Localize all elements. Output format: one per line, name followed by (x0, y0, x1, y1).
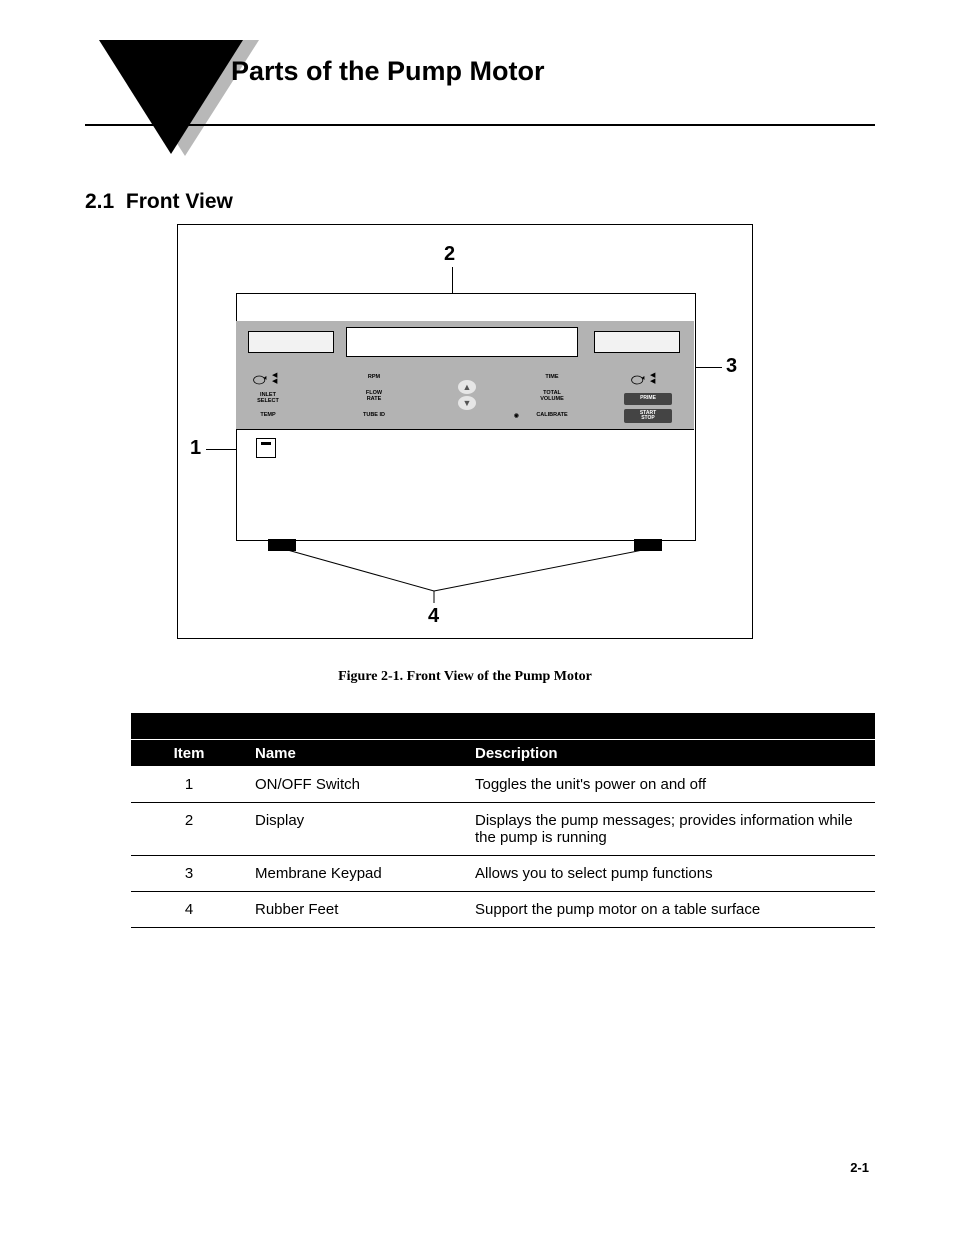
down-button-icon: ▼ (458, 396, 476, 410)
callout-1: 1 (190, 437, 201, 460)
up-down-buttons: ▲ ▼ (458, 378, 478, 412)
panel-display-right (594, 331, 680, 353)
figure: 2 3 1 4 (177, 224, 869, 685)
col-name: Name (247, 740, 467, 767)
left-arrow-indicator-icon: ◀◀ (272, 373, 277, 385)
col-description: Description (467, 740, 875, 767)
callout-4: 4 (428, 605, 439, 628)
parts-table-title (131, 713, 875, 740)
key-temp: TEMP (248, 413, 288, 419)
key-prime: PRIME (624, 393, 672, 405)
rubber-foot-right (634, 539, 662, 551)
section-number: 2.1 (85, 190, 114, 213)
key-start-stop: START STOP (624, 409, 672, 423)
pump-diagram: ◀◀ ◀◀ INLET SELECT TEMP RPM FLOW RATE TU… (236, 293, 694, 551)
table-row: 1 ON/OFF Switch Toggles the unit's power… (131, 767, 875, 803)
cell-item: 2 (131, 803, 247, 856)
on-off-switch-icon (256, 438, 276, 458)
table-row: 2 Display Displays the pump messages; pr… (131, 803, 875, 856)
up-button-icon: ▲ (458, 380, 476, 394)
panel-display-left (248, 331, 334, 353)
callout-3: 3 (726, 355, 737, 378)
page-title: Parts of the Pump Motor (231, 56, 545, 87)
key-total-volume: TOTAL VOLUME (528, 391, 576, 403)
rotation-left-icon (252, 373, 268, 385)
rotation-right-icon (630, 373, 646, 385)
cell-description: Support the pump motor on a table surfac… (467, 892, 875, 928)
key-tube-id: TUBE ID (354, 413, 394, 419)
callout-4-lines (238, 547, 692, 603)
page-number: 2-1 (850, 1160, 869, 1175)
header-triangle-icon (99, 40, 243, 154)
cell-name: Display (247, 803, 467, 856)
cell-item: 3 (131, 856, 247, 892)
calibrate-dot-icon: ◉ (514, 414, 519, 420)
section-heading: 2.1 Front View (85, 190, 869, 214)
cell-item: 1 (131, 767, 247, 803)
key-calibrate: CALIBRATE (528, 413, 576, 419)
callout-2: 2 (444, 243, 455, 266)
cell-description: Allows you to select pump functions (467, 856, 875, 892)
table-row: 3 Membrane Keypad Allows you to select p… (131, 856, 875, 892)
cell-name: Rubber Feet (247, 892, 467, 928)
page-header: Parts of the Pump Motor (85, 40, 869, 160)
col-item: Item (131, 740, 247, 767)
key-flow-rate: FLOW RATE (354, 391, 394, 403)
figure-caption: Figure 2-1. Front View of the Pump Motor (177, 669, 753, 685)
header-rule (85, 124, 875, 126)
figure-box: 2 3 1 4 (177, 224, 753, 639)
rubber-foot-left (268, 539, 296, 551)
panel-divider (236, 429, 694, 430)
cell-name: ON/OFF Switch (247, 767, 467, 803)
table-row: 4 Rubber Feet Support the pump motor on … (131, 892, 875, 928)
key-inlet-select: INLET SELECT (248, 393, 288, 405)
panel-display-main (346, 327, 578, 357)
cell-item: 4 (131, 892, 247, 928)
key-time: TIME (528, 375, 576, 381)
parts-table-header: Item Name Description (131, 713, 875, 767)
cell-description: Displays the pump messages; provides inf… (467, 803, 875, 856)
pump-control-panel: ◀◀ ◀◀ INLET SELECT TEMP RPM FLOW RATE TU… (236, 321, 694, 429)
callout-3-line (694, 367, 722, 368)
section-title: Front View (126, 190, 233, 213)
key-rpm: RPM (354, 375, 394, 381)
parts-table: Item Name Description 1 ON/OFF Switch To… (131, 713, 875, 928)
cell-name: Membrane Keypad (247, 856, 467, 892)
cell-description: Toggles the unit's power on and off (467, 767, 875, 803)
right-arrow-indicator-icon: ◀◀ (650, 373, 655, 385)
